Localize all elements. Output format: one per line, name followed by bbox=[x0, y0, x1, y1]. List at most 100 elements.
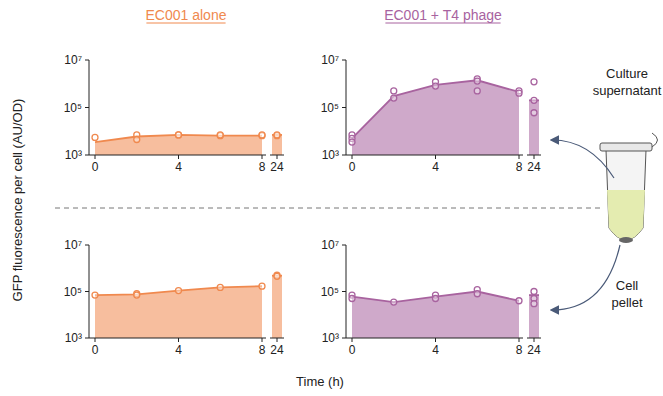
x-tick-label: 4 bbox=[432, 343, 439, 357]
replicate-dot bbox=[92, 292, 98, 298]
replicate-dot bbox=[531, 301, 537, 307]
replicate-dot bbox=[217, 133, 223, 139]
figure: 10³10⁵10⁷04824EC001 alone10³10⁵10⁷04824E… bbox=[0, 0, 663, 396]
x-tick bbox=[178, 338, 179, 342]
x-tick bbox=[352, 155, 353, 159]
replicate-dot bbox=[391, 299, 397, 305]
arrow bbox=[552, 245, 620, 310]
y-tick bbox=[85, 338, 89, 339]
annotation: Cell pellet bbox=[611, 278, 642, 310]
replicate-dot bbox=[134, 136, 140, 142]
replicate-dot bbox=[134, 292, 140, 298]
replicate-dot bbox=[274, 133, 280, 139]
separator bbox=[55, 208, 600, 209]
replicate-dot bbox=[217, 284, 223, 290]
y-tick-label: 10⁵ bbox=[321, 101, 339, 115]
line bbox=[352, 80, 519, 138]
replicate-dot bbox=[259, 132, 265, 138]
x-tick bbox=[519, 338, 520, 342]
y-tick-label: 10³ bbox=[322, 148, 339, 162]
y-tick-label: 10⁵ bbox=[321, 285, 339, 299]
x-tick bbox=[352, 338, 353, 342]
break-bar bbox=[272, 276, 282, 338]
panel: 10³10⁵10⁷04824EC001 alone bbox=[64, 7, 284, 174]
y-tick-label: 10³ bbox=[65, 331, 82, 345]
replicate-dot bbox=[391, 88, 397, 94]
x-tick bbox=[534, 338, 535, 342]
x-tick-label: 24 bbox=[527, 160, 541, 174]
break-bar bbox=[529, 100, 539, 155]
x-tick-label: 8 bbox=[516, 343, 523, 357]
y-tick bbox=[85, 107, 89, 108]
x-axis bbox=[89, 155, 266, 156]
x-tick bbox=[534, 155, 535, 159]
area bbox=[352, 292, 519, 339]
replicate-dot bbox=[274, 273, 280, 279]
y-tick-label: 10⁷ bbox=[64, 53, 82, 67]
x-tick bbox=[277, 338, 278, 342]
title-underline bbox=[385, 23, 500, 24]
marks bbox=[349, 287, 539, 338]
replicate-dot bbox=[92, 134, 98, 140]
x-tick bbox=[435, 338, 436, 342]
x-tick-label: 4 bbox=[432, 160, 439, 174]
replicate-dot bbox=[176, 132, 182, 138]
y-tick bbox=[342, 60, 346, 61]
replicate-dot bbox=[474, 78, 480, 84]
y-tick bbox=[85, 291, 89, 292]
y-tick bbox=[342, 291, 346, 292]
replicate-dot bbox=[349, 139, 355, 145]
tube-icon bbox=[600, 133, 658, 243]
replicate-dot bbox=[176, 288, 182, 294]
replicate-dot bbox=[259, 283, 265, 289]
y-tick-label: 10⁷ bbox=[64, 238, 82, 252]
x-tick-label: 4 bbox=[175, 160, 182, 174]
panel-title: EC001 + T4 phage bbox=[384, 7, 502, 23]
y-tick bbox=[342, 155, 346, 156]
annotation-line: Culture bbox=[606, 66, 648, 81]
y-tick bbox=[85, 60, 89, 61]
x-tick bbox=[178, 155, 179, 159]
x-tick bbox=[262, 155, 263, 159]
x-tick-label: 8 bbox=[259, 160, 266, 174]
x-tick-label: 24 bbox=[527, 343, 541, 357]
x-tick bbox=[519, 155, 520, 159]
annotation-line: supernatant bbox=[593, 83, 662, 98]
tube-body bbox=[606, 150, 646, 240]
replicate-dot bbox=[274, 132, 280, 138]
y-tick-label: 10³ bbox=[322, 331, 339, 345]
line bbox=[352, 292, 519, 303]
area bbox=[95, 286, 262, 338]
replicate-dot bbox=[433, 295, 439, 301]
replicate-dot bbox=[176, 132, 182, 138]
x-tick-label: 0 bbox=[92, 160, 99, 174]
panel: 10³10⁵10⁷04824EC001 + T4 phage bbox=[321, 7, 541, 174]
y-tick-label: 10⁵ bbox=[64, 285, 82, 299]
x-tick bbox=[435, 155, 436, 159]
arrow bbox=[552, 140, 614, 178]
x-tick-label: 8 bbox=[259, 343, 266, 357]
tube-cap bbox=[600, 143, 652, 151]
x-tick bbox=[262, 338, 263, 342]
y-tick bbox=[342, 338, 346, 339]
x-axis bbox=[89, 338, 266, 339]
y-tick bbox=[85, 155, 89, 156]
replicate-dot bbox=[259, 133, 265, 139]
annotation-line: Cell bbox=[616, 278, 639, 293]
replicate-dot bbox=[531, 110, 537, 116]
replicate-dot bbox=[474, 291, 480, 297]
x-tick bbox=[95, 338, 96, 342]
tube-liquid bbox=[607, 190, 645, 240]
y-tick bbox=[85, 245, 89, 246]
replicate-dot bbox=[217, 132, 223, 138]
x-axis bbox=[346, 338, 523, 339]
annotation-line: pellet bbox=[611, 295, 642, 310]
title-underline bbox=[146, 23, 225, 24]
x-axis-label: Time (h) bbox=[296, 374, 344, 389]
y-tick bbox=[342, 107, 346, 108]
x-tick-label: 24 bbox=[270, 160, 284, 174]
replicate-dot bbox=[516, 90, 522, 96]
panel: 10³10⁵10⁷04824 bbox=[321, 238, 541, 357]
tube-pellet bbox=[619, 237, 633, 243]
x-axis bbox=[346, 155, 523, 156]
